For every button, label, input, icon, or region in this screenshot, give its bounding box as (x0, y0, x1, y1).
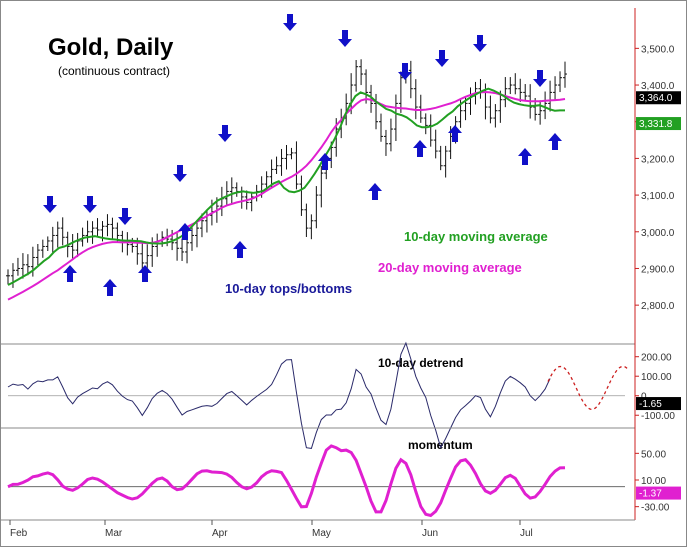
top-arrow-icon (43, 196, 57, 213)
bottom-arrow-icon (138, 265, 152, 282)
top-arrow-icon (435, 50, 449, 67)
moving-averages (7, 87, 566, 301)
tops-bottoms-annotation: 10-day tops/bottoms (225, 281, 352, 296)
bottom-arrow-icon (368, 183, 382, 200)
x-tick-label: Mar (105, 528, 123, 539)
x-tick-label: Jun (422, 528, 438, 539)
x-tick-label: Apr (212, 528, 228, 539)
top-arrow-icon (283, 14, 297, 31)
top-arrow-icon (118, 208, 132, 225)
turn-arrows (43, 14, 562, 296)
top-arrow-icon (533, 70, 547, 87)
x-tick-label: May (312, 528, 331, 539)
price-tick-label: 3,500.0 (641, 44, 675, 55)
momentum-tick-label: 50.00 (641, 449, 666, 460)
bottom-arrow-icon (63, 265, 77, 282)
bottom-arrow-icon (448, 125, 462, 142)
detrend-panel (0, 341, 635, 450)
top-arrow-icon (473, 35, 487, 52)
bottom-arrow-icon (413, 140, 427, 157)
detrend-tick-label: -100.00 (641, 411, 675, 422)
detrend-tick-label: 100.00 (641, 372, 672, 383)
bottom-arrow-icon (548, 133, 562, 150)
price-tick-label: 3,000.0 (641, 228, 675, 239)
axes: 2,800.02,900.03,000.03,100.03,200.03,300… (0, 8, 681, 539)
detrend-last-label-text: -1.65 (639, 399, 662, 410)
momentum-tick-label: -30.00 (641, 503, 670, 514)
top-arrow-icon (398, 63, 412, 80)
detrend-last-label-box (636, 397, 681, 411)
chart-title: Gold, Daily (48, 34, 174, 61)
detrend-title: 10-day detrend (378, 356, 463, 370)
momentum-tick-label: 10.00 (641, 476, 666, 487)
price-tick-label: 2,800.0 (641, 301, 675, 312)
price-tick-label: 3,400.0 (641, 81, 675, 92)
ma10-annotation: 10-day moving average (404, 229, 548, 244)
x-tick-label: Jul (520, 528, 533, 539)
top-arrow-icon (218, 125, 232, 142)
ma10-line (7, 87, 565, 286)
detrend-line (7, 341, 551, 450)
bottom-arrow-icon (233, 241, 247, 258)
momentum-line (7, 444, 566, 518)
detrend-tick-label: 200.00 (641, 353, 672, 364)
bottom-arrow-icon (178, 223, 192, 240)
top-arrow-icon (173, 165, 187, 182)
chart-subtitle: (continuous contract) (58, 64, 170, 78)
top-arrow-icon (338, 30, 352, 47)
detrend-projection (547, 365, 630, 411)
price-last-label-text: 3,364.0 (639, 93, 673, 104)
momentum-panel (0, 427, 635, 518)
ma20-line (7, 90, 566, 301)
price-tick-label: 2,900.0 (641, 264, 675, 275)
top-arrow-icon (83, 196, 97, 213)
price-last-label-box (636, 91, 681, 105)
price-bars (6, 59, 567, 288)
bottom-arrow-icon (318, 153, 332, 170)
ma10-last-label-box (636, 117, 681, 131)
momentum-last-label-box (636, 486, 681, 500)
momentum-last-label-text: -1.37 (639, 489, 662, 500)
bottom-arrow-icon (518, 148, 532, 165)
price-tick-label: 3,100.0 (641, 191, 675, 202)
ma10-last-label-text: 3,331.8 (639, 119, 673, 130)
price-tick-label: 3,200.0 (641, 154, 675, 165)
bottom-arrow-icon (103, 279, 117, 296)
x-tick-label: Feb (10, 528, 28, 539)
ma20-annotation: 20-day moving average (378, 260, 522, 275)
